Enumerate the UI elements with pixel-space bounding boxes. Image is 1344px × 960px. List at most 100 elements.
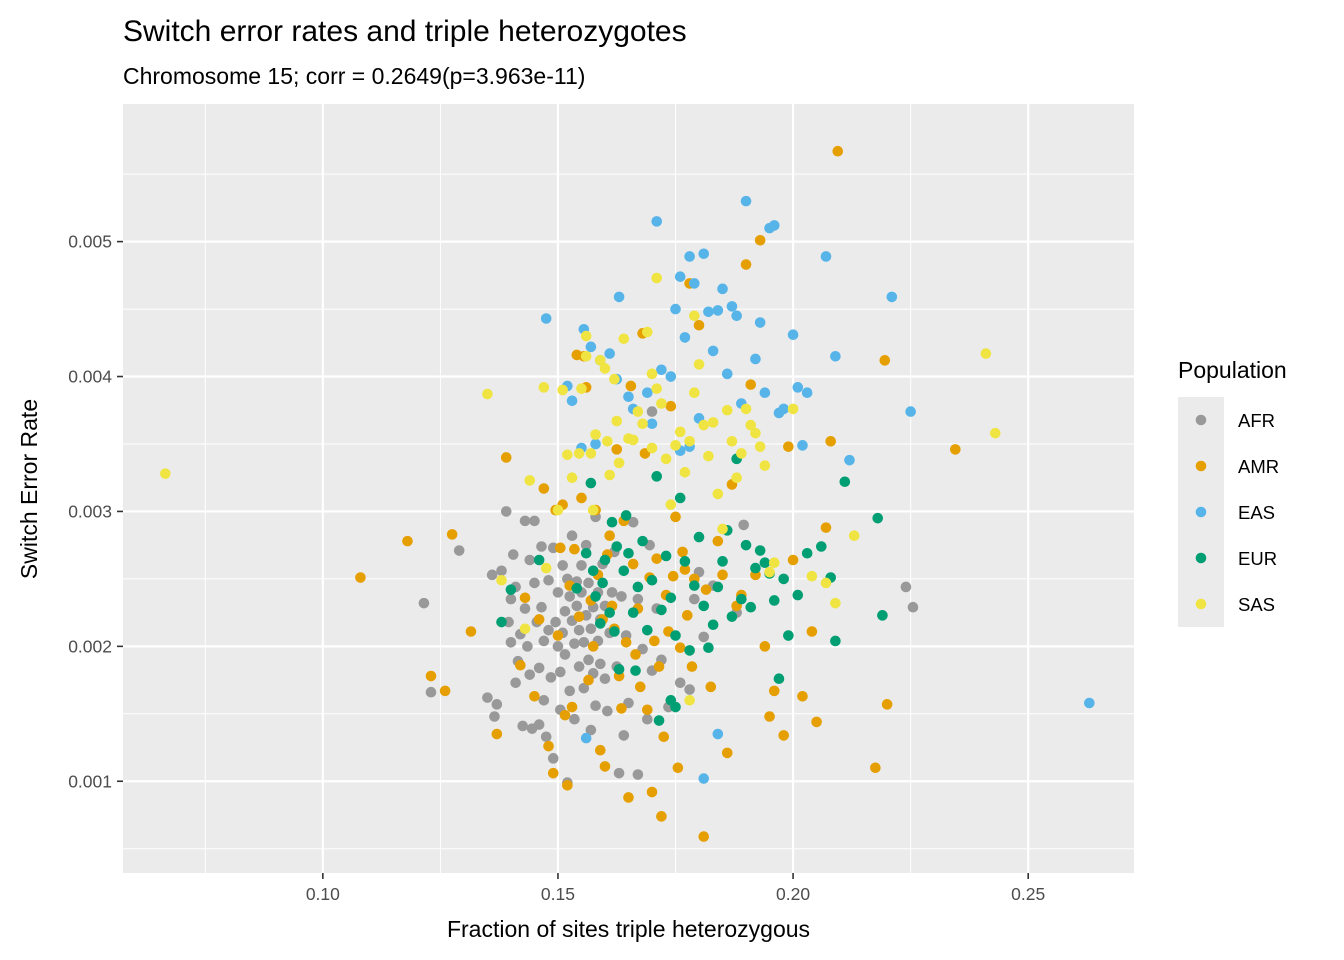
data-point-amr (825, 435, 836, 447)
data-point-amr (465, 626, 477, 637)
data-point-eas (585, 341, 597, 353)
data-point-afr (738, 519, 750, 531)
data-point-afr (632, 593, 644, 605)
y-tick-label: 0.004 (68, 367, 112, 387)
data-point-afr (425, 686, 437, 698)
data-point-eur (726, 611, 738, 622)
data-point-sas (637, 418, 648, 430)
data-point-afr (576, 560, 587, 571)
data-point-eur (712, 581, 724, 593)
data-point-amr (811, 716, 822, 728)
y-tick-label: 0.003 (68, 501, 112, 521)
data-point-eas (684, 251, 695, 262)
data-point-eas (540, 313, 552, 324)
data-point-amr (547, 767, 559, 779)
data-point-eas (721, 368, 733, 380)
data-point-eur (587, 565, 599, 577)
data-point-afr (500, 506, 512, 517)
data-point-eas (670, 303, 681, 315)
data-point-amr (651, 553, 663, 564)
data-point-afr (552, 641, 564, 652)
data-point-afr (578, 637, 590, 648)
data-point-sas (764, 566, 775, 578)
data-point-sas (160, 468, 171, 479)
data-point-amr (599, 761, 611, 772)
data-point-amr (806, 626, 818, 637)
data-point-afr (524, 669, 536, 680)
data-point-afr (510, 677, 521, 689)
data-point-eur (778, 573, 789, 585)
data-point-eur (745, 601, 757, 613)
data-point-sas (585, 448, 597, 459)
data-point-amr (778, 730, 789, 741)
data-point-afr (566, 530, 578, 542)
data-point-amr (543, 740, 554, 752)
data-point-amr (649, 635, 660, 647)
x-axis-title: Fraction of sites triple heterozygous (447, 916, 810, 942)
data-point-eas (604, 348, 615, 359)
data-point-eas (698, 248, 710, 260)
data-point-amr (820, 522, 832, 533)
data-point-sas (519, 623, 531, 635)
data-point-afr (489, 711, 500, 722)
data-point-sas (759, 460, 771, 471)
data-point-afr (557, 560, 568, 571)
data-point-afr (632, 769, 644, 780)
data-point-afr (569, 713, 580, 725)
data-point-eas (623, 391, 634, 403)
data-point-eur (707, 619, 719, 631)
data-point-sas (566, 472, 578, 484)
data-point-sas (740, 403, 752, 415)
data-point-sas (538, 382, 550, 393)
data-point-amr (620, 637, 632, 648)
legend-label-afr: AFR (1238, 410, 1275, 431)
data-point-amr (670, 511, 681, 523)
data-point-afr (505, 637, 517, 648)
data-point-afr (618, 730, 630, 741)
data-point-eas (679, 332, 691, 343)
data-point-amr (700, 584, 712, 595)
data-point-afr (599, 673, 611, 685)
x-tick-label: 0.20 (776, 884, 810, 904)
data-point-sas (557, 384, 568, 396)
data-point-afr (536, 541, 547, 552)
data-point-eas (740, 195, 752, 207)
data-point-eas (717, 283, 728, 295)
data-point-sas (717, 523, 728, 535)
data-point-amr (439, 685, 451, 697)
x-tick-label: 0.10 (306, 884, 340, 904)
y-tick-label: 0.002 (68, 636, 112, 656)
data-point-afr (559, 605, 571, 617)
data-point-afr (545, 672, 557, 683)
data-point-eur (684, 645, 695, 656)
data-point-eur (717, 556, 728, 567)
data-point-afr (491, 699, 503, 710)
data-point-eur (585, 477, 597, 489)
chart-subtitle: Chromosome 15; corr = 0.2649(p=3.963e-11… (123, 63, 585, 89)
legend: Population AFR AMR EAS EUR SAS (1178, 357, 1287, 627)
data-point-sas (540, 562, 552, 574)
data-point-amr (656, 811, 667, 822)
data-point-eur (665, 592, 677, 604)
data-point-amr (500, 452, 512, 463)
data-point-afr (578, 682, 590, 694)
data-point-eur (670, 630, 681, 641)
data-point-eas (787, 329, 799, 341)
data-point-sas (632, 406, 644, 417)
data-point-eas (820, 251, 832, 262)
data-point-eur (768, 595, 780, 606)
data-point-afr (907, 601, 919, 613)
data-point-sas (646, 442, 658, 454)
data-point-eas (580, 732, 592, 744)
data-point-amr (604, 530, 615, 542)
data-point-eas (566, 395, 578, 407)
data-point-afr (496, 565, 507, 577)
data-point-afr (564, 591, 576, 602)
legend-key-eas (1195, 506, 1207, 518)
data-point-afr (573, 661, 585, 672)
data-point-afr (585, 623, 597, 635)
data-point-amr (555, 542, 566, 554)
data-point-amr (745, 379, 757, 390)
data-point-eas (674, 271, 686, 282)
data-point-eas (768, 220, 780, 231)
